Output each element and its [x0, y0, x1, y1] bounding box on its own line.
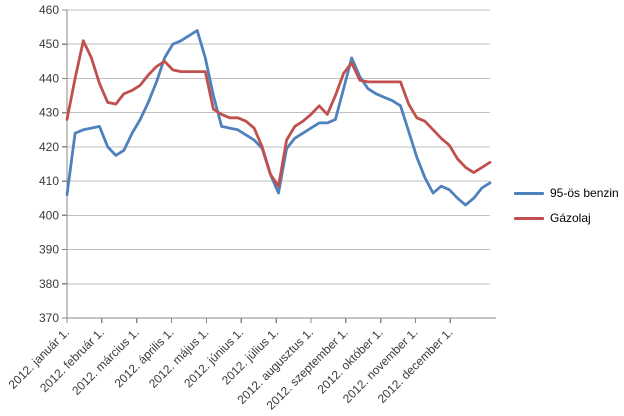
y-tick-label: 440 [39, 71, 59, 85]
legend-label-gazolaj: Gázolaj [550, 211, 591, 225]
y-tick-label: 420 [39, 140, 59, 154]
legend-item-gazolaj: Gázolaj [514, 211, 619, 225]
series-line-benzin [65, 29, 492, 207]
series-line-gazolaj [65, 39, 492, 188]
y-tick-label: 430 [39, 106, 59, 120]
benzin-line-swatch [514, 191, 544, 195]
x-tick-label: 2012. január 1. [6, 325, 73, 392]
gazolaj-line-swatch [514, 216, 544, 220]
y-tick-label: 370 [39, 311, 59, 325]
y-tick-label: 400 [39, 208, 59, 222]
y-tick-label: 450 [39, 37, 59, 51]
y-tick-label: 410 [39, 174, 59, 188]
chart-legend: 95-ös benzin Gázolaj [514, 186, 619, 225]
y-tick-label: 380 [39, 277, 59, 291]
y-tick-label: 390 [39, 243, 59, 257]
legend-label-benzin: 95-ös benzin [550, 186, 619, 200]
y-tick-label: 460 [39, 3, 59, 17]
legend-item-benzin: 95-ös benzin [514, 186, 619, 200]
